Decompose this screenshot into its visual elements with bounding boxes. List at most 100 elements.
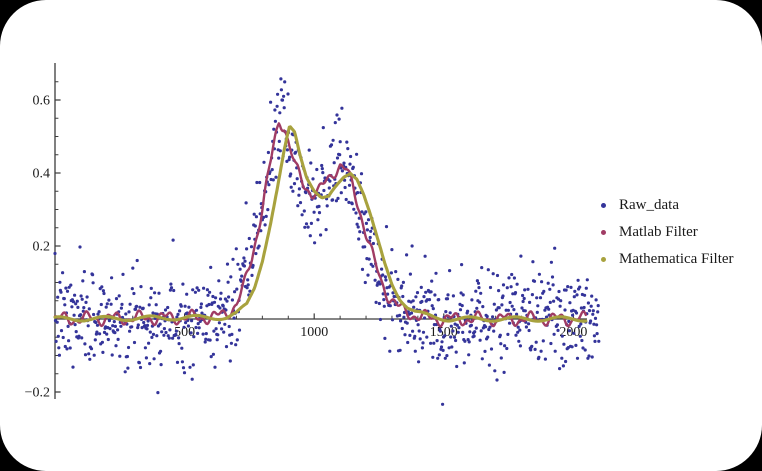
data-point xyxy=(311,177,315,181)
data-point xyxy=(429,341,433,345)
data-point xyxy=(159,349,163,353)
data-point xyxy=(294,150,298,154)
data-point xyxy=(112,320,116,324)
data-point xyxy=(510,304,514,308)
data-point xyxy=(242,256,246,260)
data-point xyxy=(312,210,316,214)
data-point xyxy=(116,337,120,341)
data-point xyxy=(136,326,140,330)
data-point xyxy=(440,340,444,344)
data-point xyxy=(153,291,157,295)
data-point xyxy=(207,302,211,307)
data-point xyxy=(327,186,331,190)
data-point xyxy=(246,278,250,282)
data-point xyxy=(412,305,416,309)
data-point xyxy=(437,353,441,357)
data-point xyxy=(595,332,599,336)
data-point xyxy=(381,273,385,277)
data-point xyxy=(316,218,320,222)
data-point xyxy=(523,309,527,313)
data-point xyxy=(401,280,405,284)
data-point xyxy=(373,278,377,282)
data-point xyxy=(356,191,360,195)
data-point xyxy=(193,290,197,294)
data-point xyxy=(581,346,585,350)
data-point xyxy=(254,252,258,256)
data-point xyxy=(531,260,535,264)
data-point xyxy=(263,223,267,227)
data-point xyxy=(144,356,148,360)
data-point xyxy=(364,221,368,225)
data-point xyxy=(523,288,527,292)
data-point xyxy=(350,202,354,206)
data-point xyxy=(186,324,190,328)
data-point xyxy=(331,198,335,202)
data-point xyxy=(396,277,400,281)
data-point xyxy=(346,147,350,151)
data-point xyxy=(149,286,153,290)
data-point xyxy=(187,305,191,309)
data-point xyxy=(282,106,286,110)
data-point xyxy=(371,264,375,268)
data-point xyxy=(132,291,136,296)
data-point xyxy=(221,304,225,308)
data-point xyxy=(280,98,285,102)
data-point xyxy=(564,288,568,292)
data-point xyxy=(594,298,598,302)
data-point xyxy=(337,117,341,121)
data-point xyxy=(456,330,460,334)
data-point xyxy=(195,286,199,290)
data-point xyxy=(105,302,109,306)
data-point xyxy=(549,341,553,346)
data-point xyxy=(578,285,582,289)
data-point xyxy=(505,346,509,351)
data-point xyxy=(101,350,105,354)
data-point xyxy=(445,354,449,358)
data-point xyxy=(331,138,335,142)
data-point xyxy=(476,281,481,285)
data-point xyxy=(321,171,325,175)
data-point xyxy=(382,304,386,308)
data-point xyxy=(583,293,587,297)
data-point xyxy=(252,212,256,216)
data-point xyxy=(534,340,538,344)
data-point xyxy=(87,307,91,311)
data-point xyxy=(340,106,344,110)
data-point xyxy=(530,293,535,297)
data-point xyxy=(555,323,560,327)
data-point xyxy=(225,262,230,266)
data-point xyxy=(443,356,447,360)
data-point xyxy=(356,225,360,229)
data-point xyxy=(399,319,403,323)
data-point xyxy=(369,229,373,233)
data-point xyxy=(592,322,596,326)
data-point xyxy=(211,294,215,299)
data-point xyxy=(75,299,79,303)
data-point xyxy=(400,326,404,331)
data-point xyxy=(179,304,183,308)
data-point xyxy=(344,197,348,202)
data-point xyxy=(76,305,80,309)
data-point xyxy=(558,367,562,371)
data-point xyxy=(89,347,94,351)
data-point xyxy=(463,339,467,343)
data-point xyxy=(450,345,454,349)
data-point xyxy=(248,289,252,293)
data-point xyxy=(460,304,464,308)
data-point xyxy=(340,169,344,173)
data-point xyxy=(216,333,220,337)
data-point xyxy=(285,159,289,163)
data-point xyxy=(378,282,382,286)
data-point xyxy=(435,339,439,343)
data-point xyxy=(486,268,490,272)
data-point xyxy=(413,334,417,338)
data-point xyxy=(408,272,412,276)
raw-data-marker xyxy=(601,202,606,208)
data-point xyxy=(143,346,147,350)
data-point xyxy=(143,324,147,328)
data-point xyxy=(166,305,170,310)
data-point xyxy=(544,315,549,319)
data-point xyxy=(209,355,213,359)
data-point xyxy=(297,193,301,197)
legend-label-matlab-filter: Matlab Filter xyxy=(619,223,698,240)
